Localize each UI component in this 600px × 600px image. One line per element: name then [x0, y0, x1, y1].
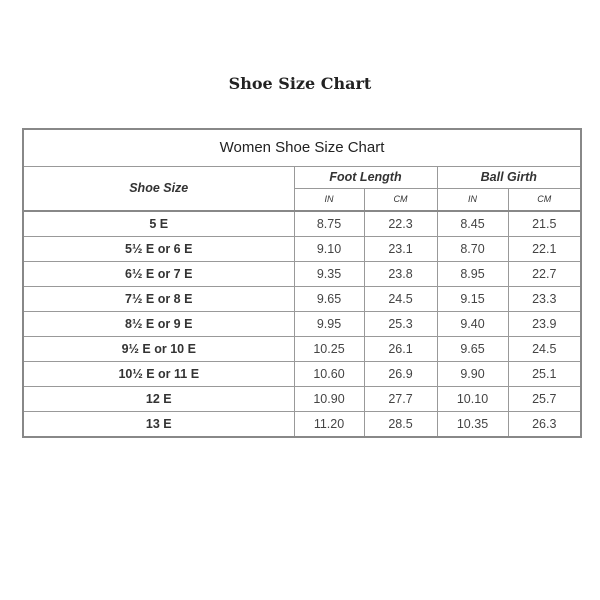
cell-shoe-size: 8½ E or 9 E: [22, 311, 295, 337]
table-row: 9½ E or 10 E 10.25 26.1 9.65 24.5: [22, 336, 582, 362]
cell-shoe-size: 5 E: [22, 210, 295, 237]
cell-foot-length-cm: 23.8: [363, 261, 438, 287]
cell-foot-length-in: 11.20: [293, 411, 365, 438]
cell-shoe-size: 10½ E or 11 E: [22, 361, 295, 387]
cell-foot-length-cm: 27.7: [363, 386, 438, 412]
cell-foot-length-in: 10.25: [293, 336, 365, 362]
cell-ball-girth-in: 10.35: [436, 411, 509, 438]
cell-ball-girth-cm: 23.9: [507, 311, 582, 337]
cell-foot-length-in: 10.90: [293, 386, 365, 412]
cell-foot-length-cm: 26.1: [363, 336, 438, 362]
cell-foot-length-cm: 23.1: [363, 236, 438, 262]
cell-foot-length-in: 10.60: [293, 361, 365, 387]
cell-foot-length-in: 9.35: [293, 261, 365, 287]
cell-foot-length-in: 9.95: [293, 311, 365, 337]
table-row: 7½ E or 8 E 9.65 24.5 9.15 23.3: [22, 286, 582, 312]
header-foot-in: IN: [293, 187, 365, 212]
cell-ball-girth-cm: 25.7: [507, 386, 582, 412]
table-row: 13 E 11.20 28.5 10.35 26.3: [22, 411, 582, 438]
table-row: 8½ E or 9 E 9.95 25.3 9.40 23.9: [22, 311, 582, 337]
cell-ball-girth-in: 8.45: [436, 210, 509, 237]
cell-ball-girth-in: 10.10: [436, 386, 509, 412]
cell-shoe-size: 13 E: [22, 411, 295, 438]
header-foot-length: Foot Length: [293, 165, 438, 189]
cell-ball-girth-cm: 22.1: [507, 236, 582, 262]
cell-foot-length-cm: 26.9: [363, 361, 438, 387]
cell-foot-length-cm: 28.5: [363, 411, 438, 438]
cell-ball-girth-cm: 21.5: [507, 210, 582, 237]
shoe-size-table: Women Shoe Size Chart Shoe Size Foot Len…: [22, 128, 583, 438]
table-caption: Women Shoe Size Chart: [22, 128, 582, 167]
header-girth-cm: CM: [507, 187, 582, 212]
table-row: 6½ E or 7 E 9.35 23.8 8.95 22.7: [22, 261, 582, 287]
table-row: 5 E 8.75 22.3 8.45 21.5: [22, 210, 582, 237]
table-row: 5½ E or 6 E 9.10 23.1 8.70 22.1: [22, 236, 582, 262]
cell-foot-length-cm: 22.3: [363, 210, 438, 237]
cell-ball-girth-in: 9.15: [436, 286, 509, 312]
cell-shoe-size: 9½ E or 10 E: [22, 336, 295, 362]
cell-shoe-size: 12 E: [22, 386, 295, 412]
cell-ball-girth-cm: 22.7: [507, 261, 582, 287]
cell-shoe-size: 7½ E or 8 E: [22, 286, 295, 312]
table-row: 10½ E or 11 E 10.60 26.9 9.90 25.1: [22, 361, 582, 387]
cell-ball-girth-cm: 24.5: [507, 336, 582, 362]
header-girth-in: IN: [436, 187, 509, 212]
cell-ball-girth-cm: 26.3: [507, 411, 582, 438]
cell-foot-length-in: 9.65: [293, 286, 365, 312]
cell-foot-length-cm: 24.5: [363, 286, 438, 312]
cell-ball-girth-in: 8.95: [436, 261, 509, 287]
cell-shoe-size: 5½ E or 6 E: [22, 236, 295, 262]
cell-foot-length-in: 9.10: [293, 236, 365, 262]
cell-ball-girth-in: 9.90: [436, 361, 509, 387]
table-row: 12 E 10.90 27.7 10.10 25.7: [22, 386, 582, 412]
header-ball-girth: Ball Girth: [436, 165, 582, 189]
header-shoe-size: Shoe Size: [22, 165, 295, 212]
page-title: Shoe Size Chart: [228, 74, 372, 93]
cell-foot-length-in: 8.75: [293, 210, 365, 237]
cell-ball-girth-cm: 23.3: [507, 286, 582, 312]
header-foot-cm: CM: [363, 187, 438, 212]
cell-foot-length-cm: 25.3: [363, 311, 438, 337]
cell-ball-girth-in: 9.65: [436, 336, 509, 362]
cell-ball-girth-in: 9.40: [436, 311, 509, 337]
cell-ball-girth-in: 8.70: [436, 236, 509, 262]
cell-ball-girth-cm: 25.1: [507, 361, 582, 387]
cell-shoe-size: 6½ E or 7 E: [22, 261, 295, 287]
